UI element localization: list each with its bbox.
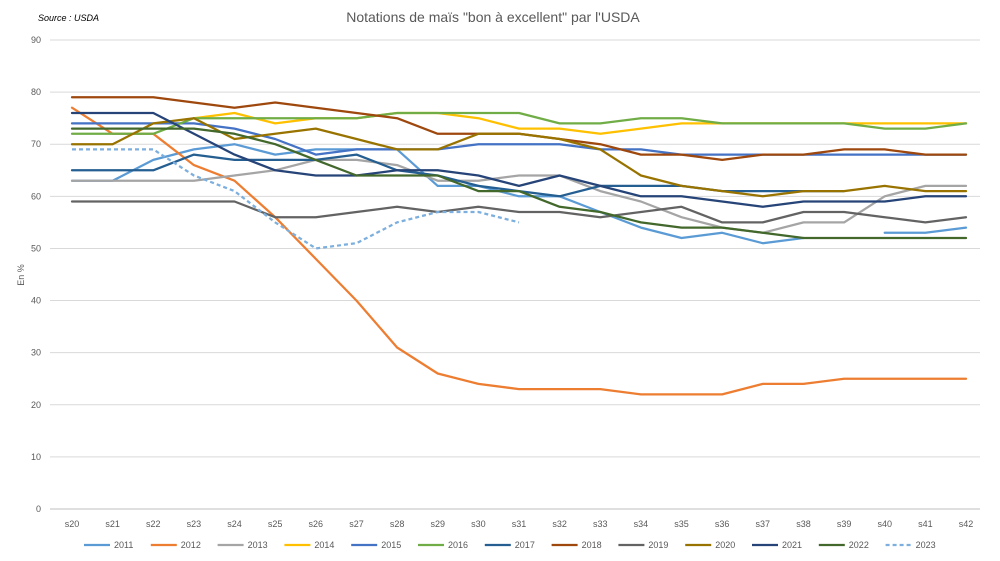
x-tick-label: s35 [674, 519, 689, 529]
x-tick-label: s27 [349, 519, 364, 529]
x-tick-label: s37 [756, 519, 771, 529]
y-tick-label: 80 [31, 87, 41, 97]
x-tick-label: s26 [309, 519, 324, 529]
x-tick-label: s25 [268, 519, 283, 529]
x-tick-label: s34 [634, 519, 649, 529]
series-line-2011 [70, 143, 968, 245]
x-tick-label: s23 [187, 519, 202, 529]
y-tick-label: 70 [31, 139, 41, 149]
source-note: Source : USDA [38, 13, 99, 23]
legend-label-2018: 2018 [582, 540, 602, 550]
x-tick-label: s24 [227, 519, 242, 529]
x-tick-label: s29 [430, 519, 445, 529]
x-axis-ticks: s20 s21 s22 s23 s24 s25 s26 s27 s28 s29 s30 s31 s32 s… [65, 519, 974, 529]
legend-label-2022: 2022 [849, 540, 869, 550]
series-line-2012 [70, 106, 968, 396]
gridlines [50, 39, 980, 510]
legend-label-2023: 2023 [916, 540, 936, 550]
series-lines [70, 96, 968, 396]
legend-label-2021: 2021 [782, 540, 802, 550]
legend-label-2014: 2014 [314, 540, 334, 550]
legend: 2011 2012 2013 2014 2015 2016 2017 2018 2019 2020… [84, 540, 936, 550]
x-tick-label: s40 [877, 519, 892, 529]
legend-label-2016: 2016 [448, 540, 468, 550]
legend-label-2015: 2015 [381, 540, 401, 550]
x-tick-label: s22 [146, 519, 161, 529]
series-line-2016 [70, 111, 968, 135]
y-axis-ticks: 0 10 20 30 40 50 60 70 80 90 [31, 35, 41, 514]
series-line-2021 [70, 111, 968, 208]
x-tick-label: s42 [959, 519, 974, 529]
y-tick-label: 0 [36, 504, 41, 514]
y-axis-title: En % [16, 264, 26, 286]
x-tick-label: s32 [552, 519, 567, 529]
x-tick-label: s41 [918, 519, 933, 529]
x-tick-label: s21 [105, 519, 120, 529]
y-tick-label: 60 [31, 191, 41, 201]
x-tick-label: s36 [715, 519, 730, 529]
x-tick-label: s30 [471, 519, 486, 529]
legend-label-2019: 2019 [648, 540, 668, 550]
legend-label-2013: 2013 [248, 540, 268, 550]
series-line-2022 [70, 127, 968, 240]
x-tick-label: s39 [837, 519, 852, 529]
x-tick-label: s33 [593, 519, 608, 529]
series-line-2023 [72, 148, 520, 250]
series-line-2019 [70, 200, 968, 224]
y-tick-label: 20 [31, 400, 41, 410]
x-tick-label: s31 [512, 519, 527, 529]
y-tick-label: 90 [31, 35, 41, 45]
x-tick-label: s28 [390, 519, 405, 529]
series-line-2015 [70, 122, 968, 156]
y-tick-label: 50 [31, 243, 41, 253]
legend-label-2012: 2012 [181, 540, 201, 550]
legend-label-2011: 2011 [114, 540, 133, 550]
legend-label-2020: 2020 [715, 540, 735, 550]
series-line-2013 [70, 158, 968, 234]
y-tick-label: 40 [31, 296, 41, 306]
legend-label-2017: 2017 [515, 540, 535, 550]
chart-title: Notations de maïs "bon à excellent" par … [346, 9, 640, 25]
x-tick-label: s38 [796, 519, 811, 529]
x-tick-label: s20 [65, 519, 80, 529]
y-tick-label: 10 [31, 452, 41, 462]
y-tick-label: 30 [31, 348, 41, 358]
